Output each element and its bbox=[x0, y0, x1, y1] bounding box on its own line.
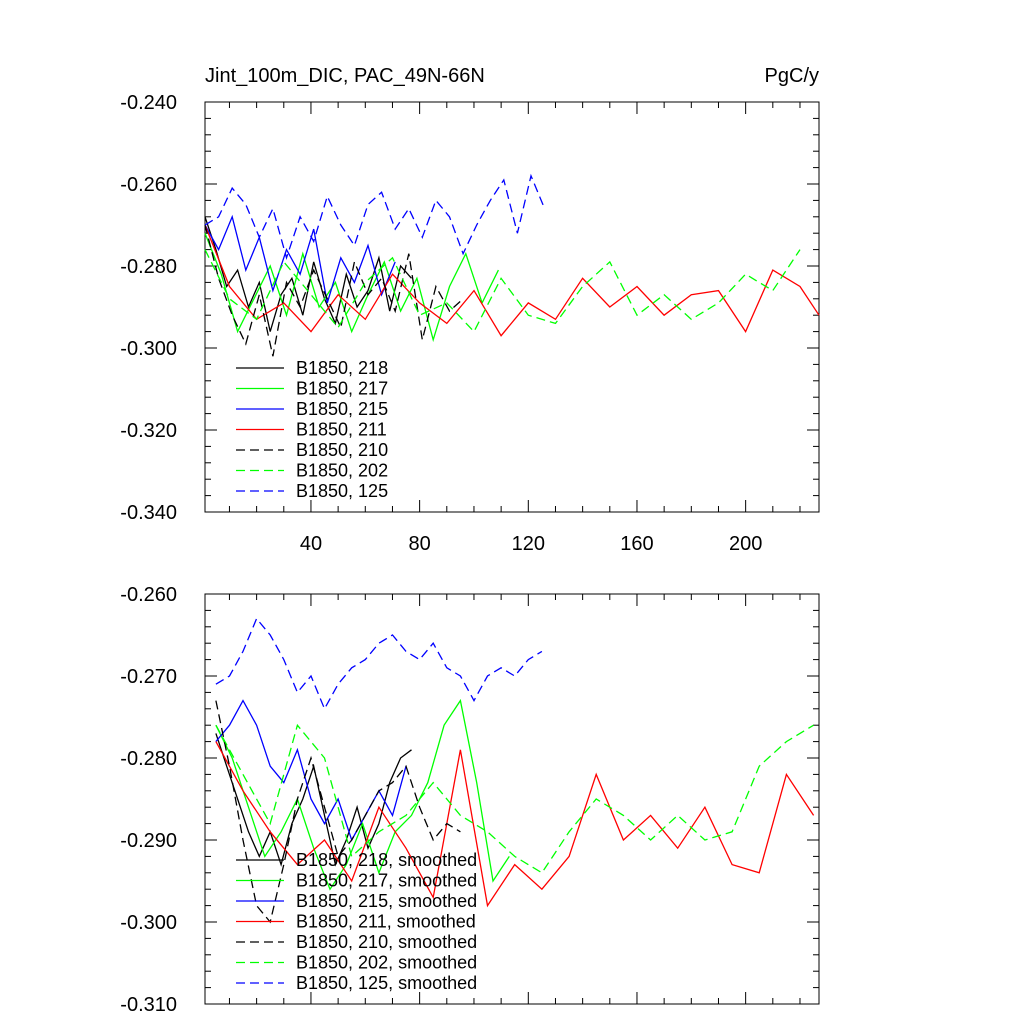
y-tick-label: -0.310 bbox=[120, 994, 177, 1016]
legend-label: B1850, 217, smoothed bbox=[296, 871, 477, 891]
y-tick-label: -0.270 bbox=[120, 666, 177, 688]
series-line bbox=[215, 698, 510, 891]
legend-label: B1850, 217 bbox=[296, 379, 388, 399]
legend-label: B1850, 125, smoothed bbox=[296, 973, 477, 993]
x-tick-label: 200 bbox=[729, 533, 762, 555]
series-line bbox=[215, 699, 407, 842]
series-line bbox=[215, 741, 815, 908]
top-chart-units: PgC/y bbox=[765, 65, 819, 87]
legend-label: B1850, 215, smoothed bbox=[296, 891, 477, 911]
series-line bbox=[204, 232, 499, 343]
y-tick-label: -0.290 bbox=[120, 830, 177, 852]
series-line bbox=[204, 224, 464, 357]
top-chart-title: Jint_100m_DIC, PAC_49N-66N bbox=[205, 65, 485, 87]
series-line bbox=[204, 249, 801, 333]
y-tick-label: -0.260 bbox=[120, 584, 177, 606]
top-plot-frame bbox=[204, 101, 820, 513]
bottom-series-layer bbox=[215, 617, 815, 924]
y-tick-label: -0.300 bbox=[120, 338, 177, 360]
x-tick-label: 80 bbox=[409, 533, 431, 555]
legend-label: B1850, 215 bbox=[296, 399, 388, 419]
legend-label: B1850, 125 bbox=[296, 481, 388, 501]
legend-label: B1850, 202, smoothed bbox=[296, 953, 477, 973]
series-line bbox=[204, 173, 546, 261]
y-tick-label: -0.280 bbox=[120, 256, 177, 278]
legend-label: B1850, 202 bbox=[296, 461, 388, 481]
bottom-plot-frame bbox=[204, 593, 820, 1005]
legend-label: B1850, 218, smoothed bbox=[296, 850, 477, 870]
legend-label: B1850, 210, smoothed bbox=[296, 932, 477, 952]
bottom-panel: -0.310 -0.300 -0.290 -0.280 -0.270 -0.260 B18… bbox=[120, 584, 820, 1016]
series-line bbox=[204, 224, 820, 337]
top-series-layer bbox=[204, 173, 820, 357]
top-axis-ticks: 40 80 120 160 200 -0.340 -0.320 -0.300 -0.280 -0.… bbox=[120, 92, 819, 555]
y-tick-label: -0.320 bbox=[120, 420, 177, 442]
y-tick-label: -0.280 bbox=[120, 748, 177, 770]
y-tick-label: -0.300 bbox=[120, 912, 177, 934]
x-tick-label: 160 bbox=[620, 533, 653, 555]
bottom-axis-ticks: -0.310 -0.300 -0.290 -0.280 -0.270 -0.260 bbox=[120, 584, 819, 1016]
series-line bbox=[215, 723, 814, 874]
x-tick-label: 120 bbox=[512, 533, 545, 555]
y-tick-label: -0.340 bbox=[120, 502, 177, 524]
legend-label: B1850, 211 bbox=[296, 420, 387, 440]
series-line bbox=[215, 617, 543, 711]
series-line bbox=[204, 214, 396, 304]
x-tick-label: 40 bbox=[300, 533, 322, 555]
series-line bbox=[204, 216, 412, 332]
legend-label: B1850, 211, smoothed bbox=[296, 912, 476, 932]
series-line bbox=[215, 700, 461, 924]
y-tick-label: -0.240 bbox=[120, 92, 177, 114]
legend-label: B1850, 210 bbox=[296, 440, 388, 460]
top-panel: Jint_100m_DIC, PAC_49N-66N PgC/y 40 80 120… bbox=[120, 65, 820, 555]
legend-label: B1850, 218 bbox=[296, 358, 388, 378]
y-tick-label: -0.260 bbox=[120, 174, 177, 196]
